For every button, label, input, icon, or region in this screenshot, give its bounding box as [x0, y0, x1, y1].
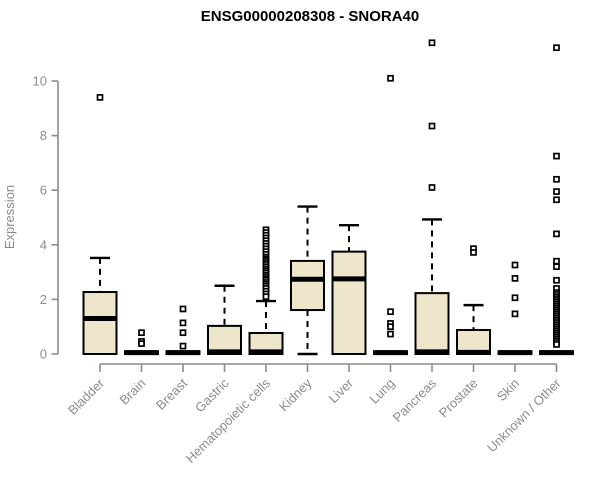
outlier-point — [553, 175, 560, 183]
y-tick-label: 8 — [40, 128, 47, 143]
outlier-point — [262, 293, 270, 301]
outlier-point — [511, 310, 519, 318]
outlier-point — [553, 230, 560, 238]
outlier-point — [428, 122, 436, 130]
y-tick-label: 10 — [33, 74, 47, 89]
x-tick-label-gastric: Gastric — [192, 375, 232, 415]
box-kidney — [290, 259, 325, 312]
x-tick-label-lung: Lung — [367, 376, 398, 407]
outlier-point — [138, 340, 145, 347]
outlier-point — [553, 257, 560, 265]
outlier-point — [387, 330, 394, 338]
outlier-point — [553, 152, 560, 160]
outlier-point — [96, 94, 104, 101]
outlier-point — [387, 323, 394, 331]
outlier-point — [553, 263, 560, 270]
x-tick-label-pancreas: Pancreas — [390, 375, 440, 425]
chart-title: ENSG00000208308 - SNORA40 — [201, 8, 419, 25]
y-tick-label: 6 — [40, 183, 47, 198]
outlier-point — [553, 276, 560, 284]
outlier-point — [511, 294, 519, 302]
y-tick-label: 4 — [40, 237, 47, 252]
outlier-point — [387, 74, 394, 82]
outlier-point — [138, 329, 145, 337]
outlier-point — [428, 39, 436, 47]
outlier-point — [511, 275, 519, 282]
x-tick-label-kidney: Kidney — [276, 375, 315, 414]
box-bladder — [82, 291, 118, 355]
x-tick-label-liver: Liver — [326, 375, 357, 406]
outlier-point — [428, 184, 436, 191]
outlier-point — [553, 188, 560, 195]
outlier-point — [179, 342, 187, 350]
y-tick-label: 0 — [40, 347, 47, 362]
outlier-point — [470, 249, 477, 256]
outlier-point — [511, 261, 519, 269]
outlier-point — [553, 196, 560, 204]
y-tick-label: 2 — [40, 292, 47, 307]
x-tick-label-prostate: Prostate — [436, 376, 481, 421]
outlier-point — [179, 305, 187, 313]
outlier-point — [553, 44, 560, 52]
box-pancreas — [414, 292, 450, 356]
outlier-point — [553, 341, 560, 348]
x-tick-label-breast: Breast — [153, 375, 190, 412]
outlier-point — [387, 308, 394, 316]
box-liver — [331, 250, 367, 355]
y-axis-label: Expression — [2, 185, 17, 249]
x-tick-label-brain: Brain — [117, 376, 149, 408]
outlier-point — [179, 329, 187, 337]
outlier-point — [179, 319, 187, 327]
x-tick-label-skin: Skin — [494, 376, 522, 404]
x-tick-label-bladder: Bladder — [65, 375, 108, 418]
x-tick-label-unknown-other: Unknown / Other — [484, 375, 564, 455]
